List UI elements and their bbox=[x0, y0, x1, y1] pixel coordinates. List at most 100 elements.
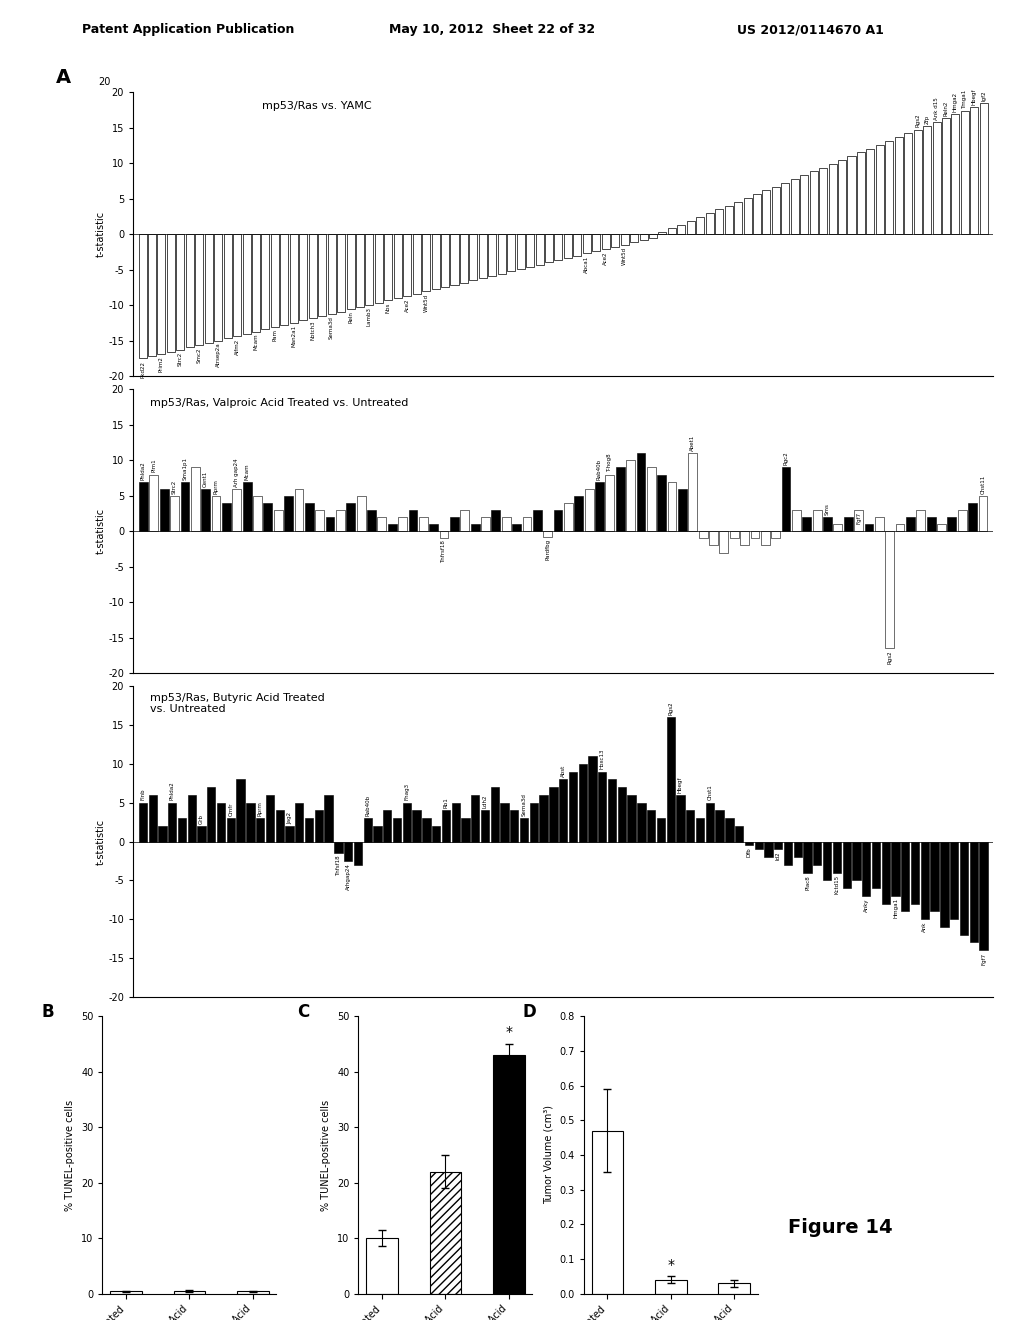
Bar bbox=[160, 488, 169, 532]
Bar bbox=[720, 532, 728, 553]
Bar bbox=[961, 111, 969, 235]
Bar bbox=[761, 532, 770, 545]
Bar bbox=[419, 517, 428, 532]
Bar bbox=[158, 235, 166, 354]
Bar bbox=[592, 235, 600, 251]
Bar bbox=[544, 532, 552, 537]
Bar bbox=[185, 235, 194, 347]
Bar bbox=[167, 235, 175, 351]
Bar bbox=[637, 453, 645, 532]
Text: Chst1: Chst1 bbox=[708, 784, 713, 800]
Text: Fgf7: Fgf7 bbox=[856, 512, 861, 524]
Bar bbox=[834, 524, 842, 532]
Bar bbox=[290, 235, 298, 322]
Bar bbox=[305, 818, 313, 842]
Bar bbox=[763, 190, 770, 235]
Bar bbox=[237, 779, 245, 842]
Bar bbox=[791, 180, 799, 235]
Bar bbox=[810, 172, 818, 235]
Bar bbox=[364, 818, 372, 842]
Text: Abca1: Abca1 bbox=[585, 256, 590, 273]
Bar bbox=[441, 235, 450, 286]
Bar bbox=[844, 517, 853, 532]
Bar bbox=[178, 818, 186, 842]
Bar bbox=[857, 152, 865, 235]
Text: Nos: Nos bbox=[386, 302, 391, 313]
Text: Pim1: Pim1 bbox=[152, 459, 157, 473]
Bar bbox=[906, 517, 914, 532]
Text: Rgs2: Rgs2 bbox=[887, 651, 892, 664]
Bar bbox=[706, 803, 714, 842]
Bar bbox=[529, 803, 538, 842]
Bar bbox=[461, 818, 470, 842]
Text: mp53/Ras, Valproic Acid Treated vs. Untreated: mp53/Ras, Valproic Acid Treated vs. Untr… bbox=[151, 397, 409, 408]
Text: Sema3d: Sema3d bbox=[329, 315, 334, 339]
Bar bbox=[481, 517, 489, 532]
Bar bbox=[334, 842, 343, 853]
Bar bbox=[772, 186, 780, 235]
Bar bbox=[170, 496, 179, 532]
Text: Fgf7: Fgf7 bbox=[981, 953, 986, 965]
Bar bbox=[205, 235, 213, 343]
Bar bbox=[564, 503, 572, 532]
Bar bbox=[271, 235, 279, 327]
Bar bbox=[573, 235, 582, 256]
Bar bbox=[568, 772, 578, 842]
Text: Kctd15: Kctd15 bbox=[835, 875, 840, 894]
Bar bbox=[190, 467, 200, 532]
Bar bbox=[431, 235, 439, 289]
Bar bbox=[383, 810, 391, 842]
Bar bbox=[198, 826, 206, 842]
Text: Hmga1: Hmga1 bbox=[893, 898, 898, 919]
Y-axis label: % TUNEL-positive cells: % TUNEL-positive cells bbox=[322, 1100, 332, 1210]
Bar bbox=[833, 842, 841, 873]
Bar bbox=[781, 182, 790, 235]
Text: Anky: Anky bbox=[863, 898, 868, 912]
Bar bbox=[402, 803, 411, 842]
Bar bbox=[517, 235, 524, 269]
Bar bbox=[656, 818, 666, 842]
Bar bbox=[940, 842, 948, 927]
Bar bbox=[602, 235, 609, 249]
Text: Tmga1: Tmga1 bbox=[963, 90, 968, 108]
Bar bbox=[676, 795, 685, 842]
Bar bbox=[971, 107, 978, 235]
Bar bbox=[176, 235, 184, 350]
Bar bbox=[862, 842, 870, 896]
Bar bbox=[874, 517, 884, 532]
Bar bbox=[751, 532, 760, 539]
Text: Jag2: Jag2 bbox=[287, 812, 292, 824]
Bar bbox=[979, 842, 988, 950]
Bar bbox=[314, 810, 323, 842]
Bar bbox=[148, 235, 156, 356]
Bar bbox=[854, 510, 863, 532]
Text: Ace2: Ace2 bbox=[404, 298, 410, 312]
Bar bbox=[243, 482, 252, 532]
Text: Strc2: Strc2 bbox=[178, 351, 183, 366]
Bar bbox=[261, 235, 269, 330]
Bar bbox=[813, 842, 821, 865]
Bar bbox=[252, 235, 260, 331]
Bar bbox=[180, 482, 189, 532]
Bar bbox=[574, 496, 583, 532]
Bar bbox=[611, 235, 620, 247]
Bar bbox=[174, 1291, 205, 1294]
Bar bbox=[413, 235, 421, 293]
Bar bbox=[716, 810, 724, 842]
Bar bbox=[794, 842, 802, 857]
Bar bbox=[657, 475, 666, 532]
Bar bbox=[393, 818, 401, 842]
Bar bbox=[422, 235, 430, 292]
Bar bbox=[481, 810, 489, 842]
Bar bbox=[388, 524, 396, 532]
Bar bbox=[471, 524, 479, 532]
Bar bbox=[471, 795, 479, 842]
Bar bbox=[409, 510, 418, 532]
Bar bbox=[398, 517, 407, 532]
Bar bbox=[725, 206, 732, 235]
Text: Figure 14: Figure 14 bbox=[788, 1218, 893, 1237]
Bar bbox=[647, 810, 655, 842]
Bar bbox=[479, 235, 486, 279]
Text: Ank d15: Ank d15 bbox=[934, 98, 939, 120]
Bar bbox=[430, 1172, 461, 1294]
